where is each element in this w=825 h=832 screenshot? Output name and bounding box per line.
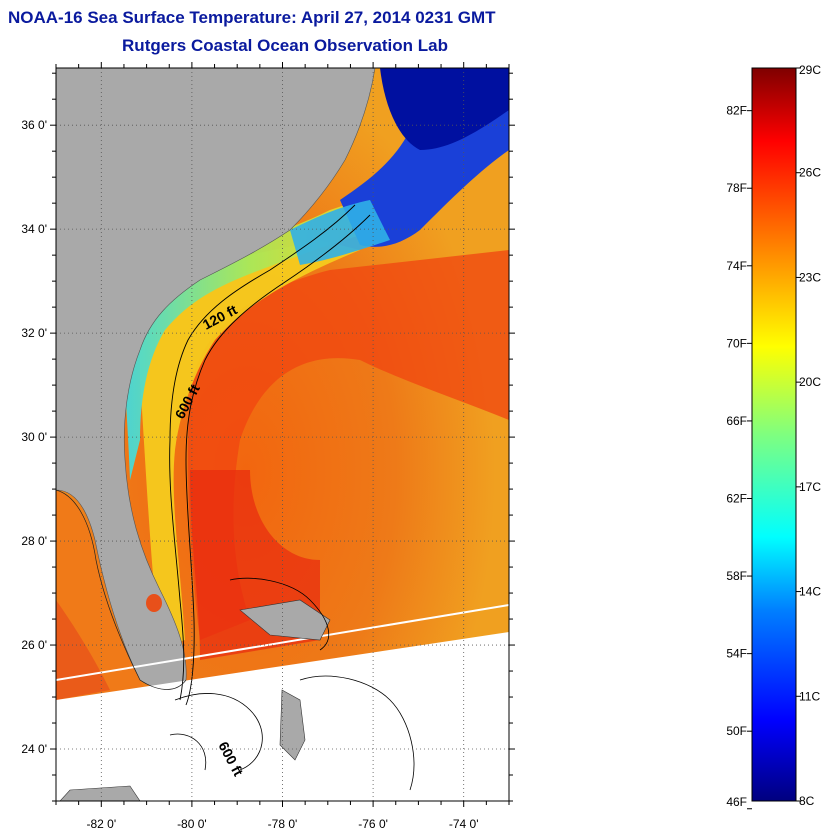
lon-tick-label: -74 0' bbox=[449, 817, 479, 831]
lon-tick-label: -82 0' bbox=[86, 817, 116, 831]
shelf-water bbox=[140, 240, 360, 650]
lat-tick-label: 34 0' bbox=[21, 222, 47, 236]
latitude-labels: 24 0' 26 0' 28 0' 30 0' 32 0' 34 0' 36 0' bbox=[21, 118, 47, 756]
contour-120ft bbox=[169, 204, 356, 701]
colorbar bbox=[751, 67, 797, 802]
colorbar-f-label: 82F bbox=[726, 104, 747, 118]
lat-tick-label: 24 0' bbox=[21, 742, 47, 756]
colorbar-f-label: 50F bbox=[726, 724, 747, 738]
lat-tick-label: 30 0' bbox=[21, 430, 47, 444]
lat-tick-label: 26 0' bbox=[21, 638, 47, 652]
colorbar-f-label: 78F bbox=[726, 181, 747, 195]
colorbar-ticks bbox=[747, 67, 801, 810]
colorbar-f-label: 58F bbox=[726, 569, 747, 583]
colorbar-celsius-labels: 29C 26C 23C 20C 17C 14C 11C 8C bbox=[799, 63, 821, 808]
gulf-stream bbox=[188, 250, 509, 640]
bahamas-bank bbox=[239, 599, 331, 641]
colorbar-c-label: 23C bbox=[799, 270, 821, 284]
colorbar-c-label: 20C bbox=[799, 375, 821, 389]
bahamas-island bbox=[279, 689, 306, 761]
lat-tick-label: 28 0' bbox=[21, 534, 47, 548]
map-area: 120 ft 600 ft 600 ft bbox=[56, 68, 509, 801]
cuba-coast bbox=[59, 785, 141, 801]
colorbar-c-label: 8C bbox=[799, 794, 815, 808]
colorbar-fahrenheit-labels: 82F 78F 74F 70F 66F 62F 58F 54F 50F 46F bbox=[726, 104, 747, 809]
bathymetry-contours-south bbox=[169, 577, 415, 791]
land bbox=[56, 68, 376, 690]
colorbar-c-label: 17C bbox=[799, 480, 821, 494]
longitude-labels: -82 0' -80 0' -78 0' -76 0' -74 0' bbox=[86, 817, 478, 831]
lon-tick-label: -80 0' bbox=[177, 817, 207, 831]
colorbar-f-label: 54F bbox=[726, 647, 747, 661]
lat-tick-label: 36 0' bbox=[21, 118, 47, 132]
colorbar-f-label: 46F bbox=[726, 795, 747, 809]
colorbar-c-label: 11C bbox=[799, 689, 820, 703]
cool-eddy bbox=[290, 200, 390, 265]
map-subtitle: Rutgers Coastal Ocean Observation Lab bbox=[122, 36, 448, 55]
map-title: NOAA-16 Sea Surface Temperature: April 2… bbox=[8, 8, 496, 27]
lake bbox=[146, 594, 162, 612]
lon-tick-label: -76 0' bbox=[358, 817, 388, 831]
contour-600ft bbox=[185, 214, 371, 706]
colorbar-f-label: 70F bbox=[726, 336, 747, 350]
frame-ticks bbox=[50, 62, 515, 807]
colorbar-f-label: 66F bbox=[726, 414, 747, 428]
colorbar-f-label: 74F bbox=[726, 259, 747, 273]
colorbar-c-label: 14C bbox=[799, 585, 821, 599]
lon-tick-label: -78 0' bbox=[268, 817, 298, 831]
colorbar-f-label: 62F bbox=[726, 491, 747, 505]
colorbar-c-label: 29C bbox=[799, 63, 821, 77]
lat-tick-label: 32 0' bbox=[21, 326, 47, 340]
colorbar-c-label: 26C bbox=[799, 166, 821, 180]
cold-water-core bbox=[380, 68, 509, 150]
